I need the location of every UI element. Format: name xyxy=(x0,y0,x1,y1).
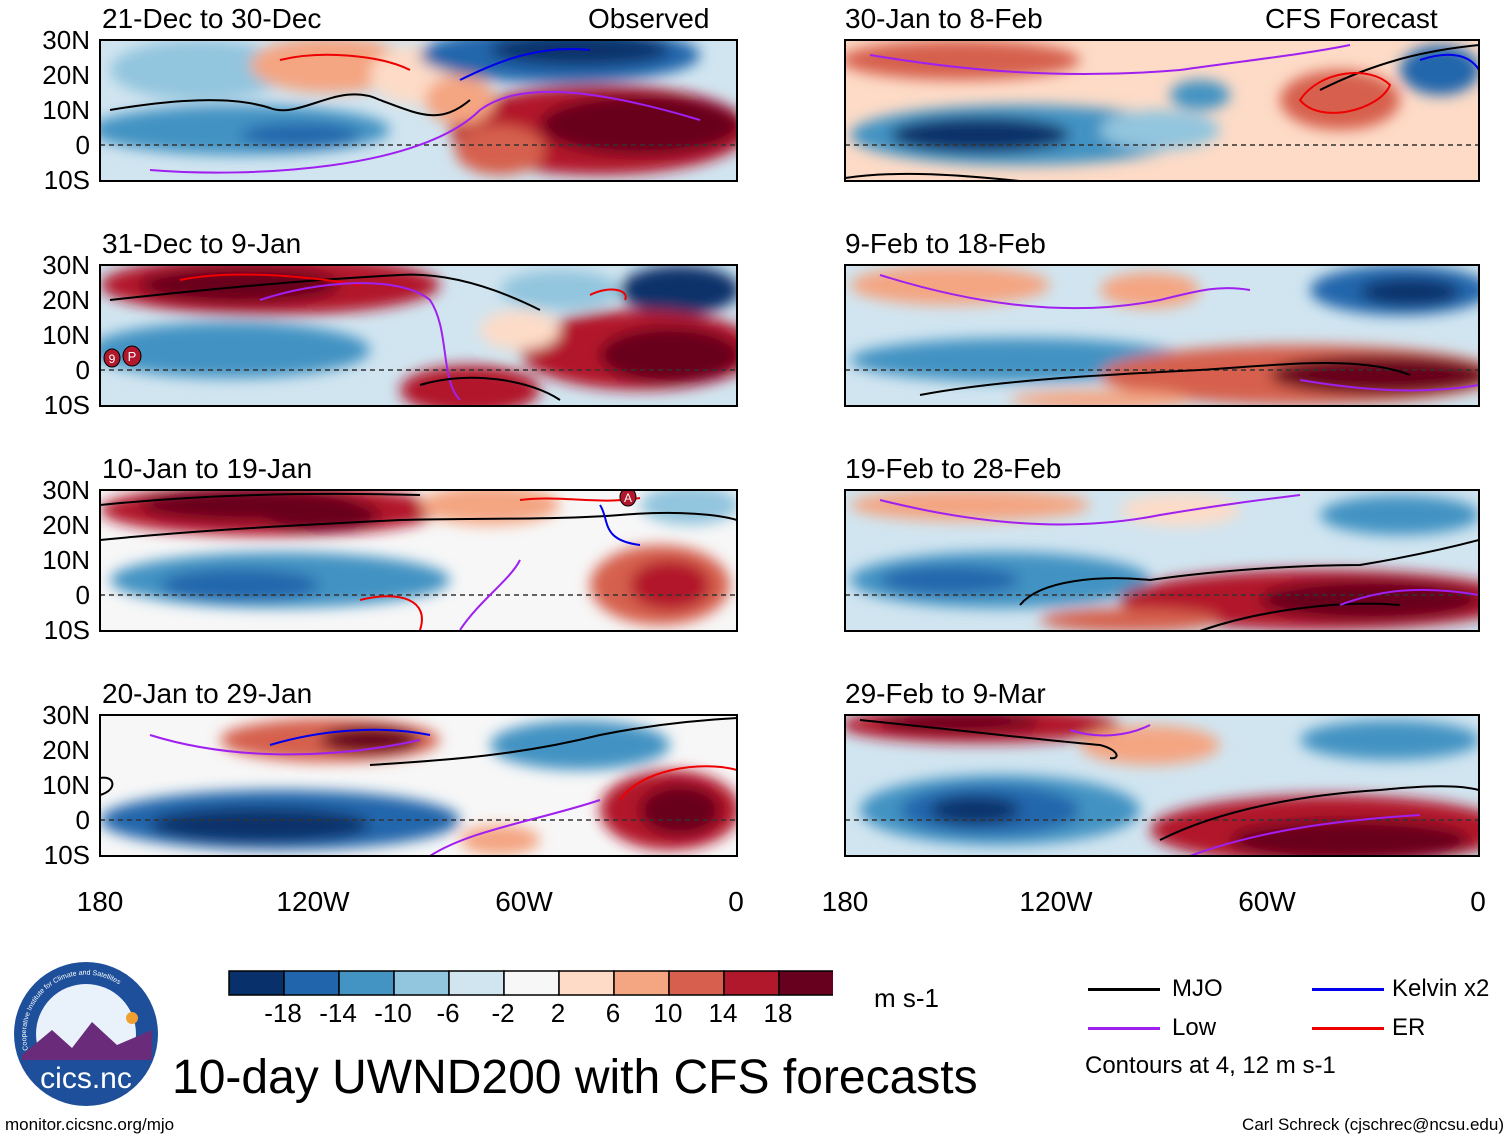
colorbar xyxy=(228,970,833,996)
panel-fc2 xyxy=(845,265,1479,406)
contour-note: Contours at 4, 12 m s-1 xyxy=(1085,1052,1336,1079)
y-tick-eq: 0 xyxy=(75,580,90,610)
y-tick-30n: 30N xyxy=(42,475,90,505)
x-tick-60w-right: 60W xyxy=(1238,886,1296,917)
panel-obs2: 9 P xyxy=(100,265,737,406)
y-tick-eq: 0 xyxy=(75,130,90,160)
panel-title-fc4: 29-Feb to 9-Mar xyxy=(845,678,1046,709)
y-tick-10s: 10S xyxy=(43,840,90,870)
y-tick-10s: 10S xyxy=(43,165,90,195)
colorbar-label: -10 xyxy=(374,998,412,1028)
colorbar-cell xyxy=(393,970,450,996)
colorbar-cell xyxy=(228,970,285,996)
y-tick-eq: 0 xyxy=(75,805,90,835)
colorbar-cell xyxy=(558,970,615,996)
colorbar-cell xyxy=(448,970,505,996)
legend-swatch-low xyxy=(1088,1027,1160,1030)
marker-group-obs3: A xyxy=(619,490,637,507)
marker-label-p: P xyxy=(128,349,137,364)
map-panels: 9 P xyxy=(99,39,1480,857)
y-tick-30n: 30N xyxy=(42,25,90,55)
panel-title-fc1: 30-Jan to 8-Feb xyxy=(845,3,1043,34)
panel-fc4 xyxy=(845,715,1479,856)
panel-title-obs3: 10-Jan to 19-Jan xyxy=(102,453,313,484)
colorbar-label: 18 xyxy=(763,998,793,1028)
legend-swatch-mjo xyxy=(1088,988,1160,991)
y-tick-10n: 10N xyxy=(42,770,90,800)
y-tick-eq: 0 xyxy=(75,355,90,385)
x-tick-180-left: 180 xyxy=(76,886,124,917)
author-credit: Carl Schreck (cjschrec@ncsu.edu) xyxy=(1242,1115,1504,1134)
marker-group-obs2: 9 P xyxy=(103,345,142,368)
colorbar-cell xyxy=(668,970,725,996)
colorbar-cell xyxy=(613,970,670,996)
x-tick-60w-left: 60W xyxy=(495,886,553,917)
colorbar-cell xyxy=(283,970,340,996)
colorbar-label: -14 xyxy=(319,998,357,1028)
panel-obs4 xyxy=(100,715,737,856)
colorbar-cell xyxy=(338,970,395,996)
legend-label-er: ER xyxy=(1392,1014,1426,1041)
cicsnc-logo: cics.nc Cooperative Institute for Climat… xyxy=(14,962,158,1106)
panel-title-obs2: 31-Dec to 9-Jan xyxy=(102,228,302,259)
cfs-forecast-label: CFS Forecast xyxy=(1265,3,1438,34)
y-tick-10n: 10N xyxy=(42,545,90,575)
website-link[interactable]: monitor.cicsnc.org/mjo xyxy=(5,1115,175,1134)
legend-label-mjo: MJO xyxy=(1172,975,1223,1002)
y-tick-20n: 20N xyxy=(42,735,90,765)
colorbar-label: -18 xyxy=(264,998,302,1028)
panel-title-fc2: 9-Feb to 18-Feb xyxy=(845,228,1046,259)
panel-obs3: A xyxy=(100,490,737,631)
x-tick-0-left: 0 xyxy=(728,886,744,917)
y-tick-10s: 10S xyxy=(43,615,90,645)
y-tick-10n: 10N xyxy=(42,95,90,125)
y-tick-10n: 10N xyxy=(42,320,90,350)
x-tick-120w-right: 120W xyxy=(1019,886,1093,917)
y-tick-10s: 10S xyxy=(43,390,90,420)
figure-title: 10-day UWND200 with CFS forecasts xyxy=(172,1051,978,1104)
legend-label-kelvin: Kelvin x2 xyxy=(1392,975,1490,1002)
panel-fc3 xyxy=(845,490,1479,631)
logo-text: cics.nc xyxy=(40,1062,132,1095)
colorbar-cell xyxy=(723,970,780,996)
y-tick-30n: 30N xyxy=(42,700,90,730)
panel-obs1 xyxy=(100,40,737,181)
y-tick-20n: 20N xyxy=(42,510,90,540)
colorbar-label: 6 xyxy=(605,998,621,1028)
units-label: m s-1 xyxy=(874,983,939,1013)
marker-label-a: A xyxy=(624,491,632,505)
colorbar-label: -6 xyxy=(436,998,460,1028)
y-tick-20n: 20N xyxy=(42,60,90,90)
panel-title-fc3: 19-Feb to 28-Feb xyxy=(845,453,1062,484)
y-tick-30n: 30N xyxy=(42,250,90,280)
y-tick-20n: 20N xyxy=(42,285,90,315)
colorbar-label: 10 xyxy=(653,998,683,1028)
x-tick-120w-left: 120W xyxy=(276,886,350,917)
colorbar-label: 14 xyxy=(708,998,738,1028)
x-tick-180-right: 180 xyxy=(821,886,869,917)
colorbar-label: 2 xyxy=(550,998,566,1028)
panel-title-obs1: 21-Dec to 30-Dec xyxy=(102,3,322,34)
legend-label-low: Low xyxy=(1172,1014,1217,1041)
colorbar-cell xyxy=(778,970,833,996)
legend-swatch-kelvin xyxy=(1312,988,1384,991)
colorbar-label: -2 xyxy=(491,998,515,1028)
observed-label: Observed xyxy=(588,3,710,34)
x-tick-0-right: 0 xyxy=(1470,886,1486,917)
colorbar-cell xyxy=(503,970,560,996)
legend-swatch-er xyxy=(1312,1027,1384,1030)
panel-fc1 xyxy=(845,40,1479,181)
marker-label-9: 9 xyxy=(109,352,116,366)
panel-title-obs4: 20-Jan to 29-Jan xyxy=(102,678,313,709)
